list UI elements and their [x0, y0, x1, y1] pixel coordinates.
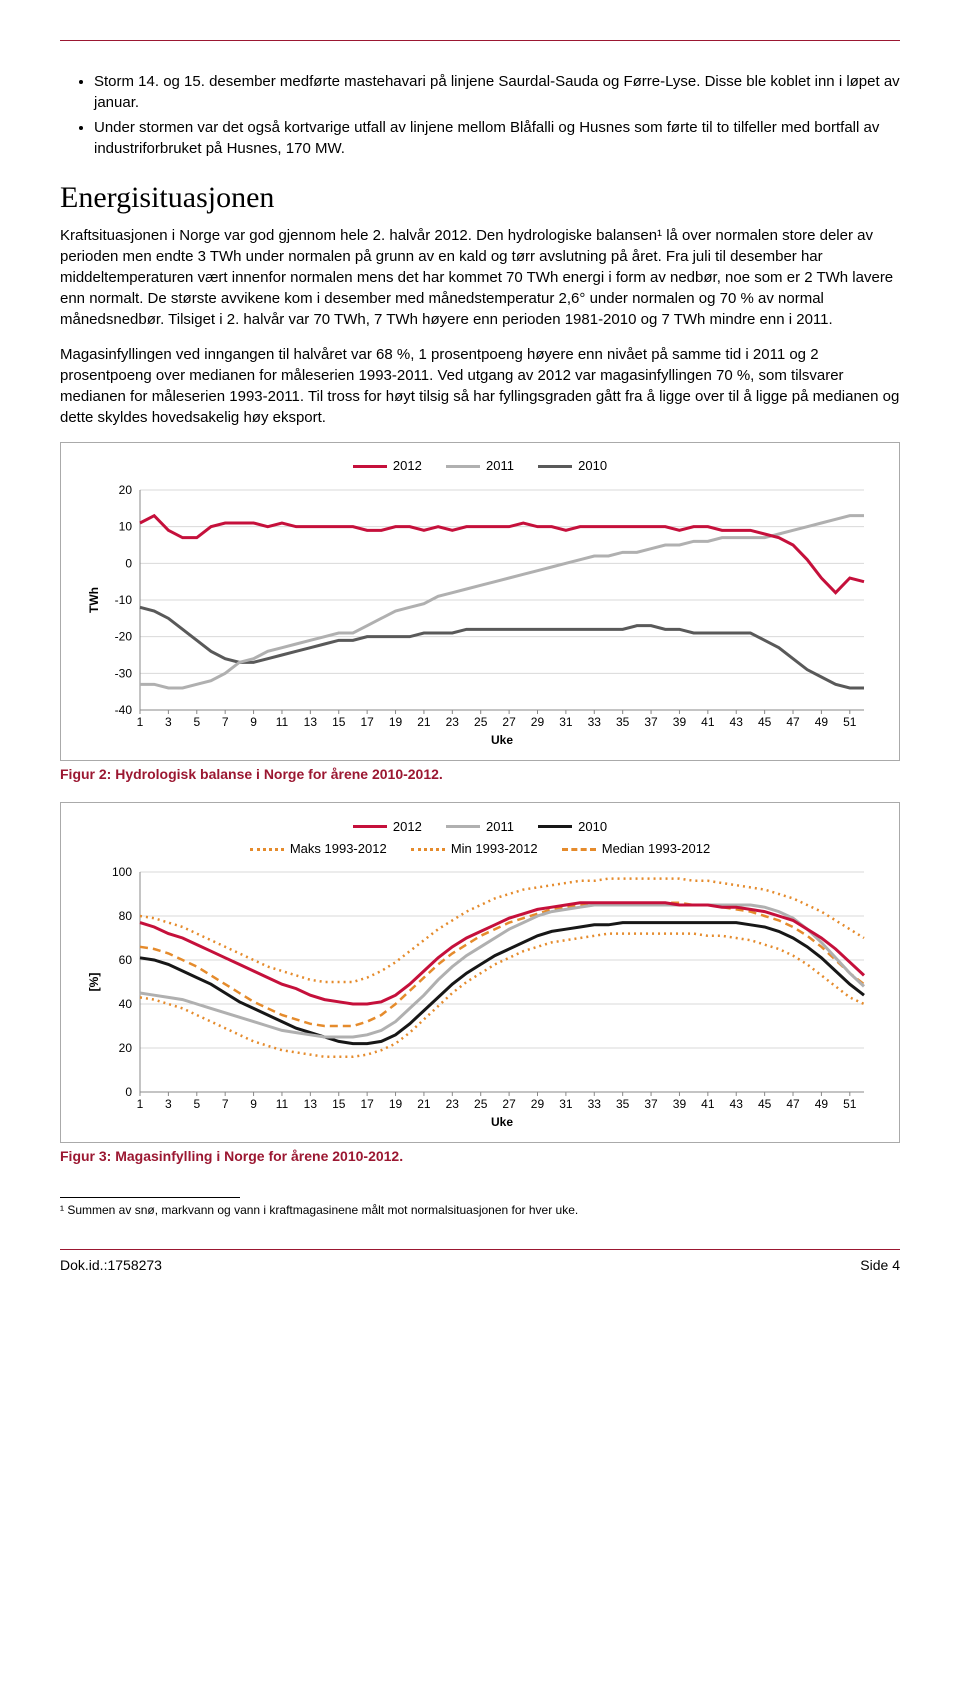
svg-text:7: 7 [222, 715, 229, 729]
svg-text:23: 23 [446, 1097, 460, 1111]
svg-text:-20: -20 [115, 629, 133, 643]
svg-text:80: 80 [119, 909, 133, 923]
svg-text:11: 11 [276, 1097, 289, 1111]
legend-label: Maks 1993-2012 [290, 840, 387, 858]
svg-text:43: 43 [730, 1097, 744, 1111]
footnote: ¹ Summen av snø, markvann og vann i kraf… [60, 1202, 900, 1219]
svg-text:9: 9 [250, 715, 257, 729]
bullet-list: Storm 14. og 15. desember medførte maste… [94, 71, 900, 159]
svg-text:29: 29 [531, 1097, 545, 1111]
header-rule [60, 40, 900, 41]
paragraph: Magasinfyllingen ved inngangen til halvå… [60, 344, 900, 428]
svg-text:25: 25 [474, 1097, 488, 1111]
svg-text:40: 40 [119, 997, 133, 1011]
svg-text:7: 7 [222, 1097, 229, 1111]
svg-text:21: 21 [417, 715, 431, 729]
fig2-caption: Figur 2: Hydrologisk balanse i Norge for… [60, 765, 900, 785]
svg-text:10: 10 [119, 519, 133, 533]
svg-text:35: 35 [616, 715, 630, 729]
bullet-item: Under stormen var det også kortvarige ut… [94, 117, 900, 159]
legend-label: 2011 [486, 818, 514, 836]
svg-text:60: 60 [119, 953, 133, 967]
svg-text:41: 41 [701, 1097, 715, 1111]
fig3-legend: 2012 2011 2010 Maks 1993-2012 Min 1993-2… [69, 813, 891, 858]
legend-label: 2012 [393, 818, 422, 836]
svg-text:49: 49 [815, 1097, 829, 1111]
legend-label: Median 1993-2012 [602, 840, 710, 858]
legend-label: 2010 [578, 457, 607, 475]
svg-text:51: 51 [843, 1097, 857, 1111]
svg-text:13: 13 [304, 715, 318, 729]
svg-text:-10: -10 [115, 593, 133, 607]
legend-label: 2012 [393, 457, 422, 475]
svg-text:1: 1 [137, 715, 144, 729]
svg-text:31: 31 [559, 715, 573, 729]
svg-text:20: 20 [119, 1041, 133, 1055]
svg-text:[%]: [%] [87, 973, 101, 992]
svg-text:17: 17 [360, 715, 374, 729]
svg-text:Uke: Uke [491, 733, 513, 747]
svg-text:100: 100 [112, 865, 132, 879]
doc-id: Dok.id.:1758273 [60, 1256, 162, 1276]
svg-text:11: 11 [276, 715, 289, 729]
svg-text:35: 35 [616, 1097, 630, 1111]
svg-text:0: 0 [125, 556, 132, 570]
footer-rule [60, 1249, 900, 1250]
svg-text:33: 33 [588, 715, 602, 729]
svg-text:27: 27 [502, 715, 516, 729]
svg-text:15: 15 [332, 715, 346, 729]
svg-text:27: 27 [502, 1097, 516, 1111]
svg-text:51: 51 [843, 715, 857, 729]
svg-text:Uke: Uke [491, 1115, 513, 1129]
svg-text:43: 43 [730, 715, 744, 729]
svg-text:13: 13 [304, 1097, 318, 1111]
svg-text:29: 29 [531, 715, 545, 729]
svg-text:9: 9 [250, 1097, 257, 1111]
svg-text:17: 17 [360, 1097, 374, 1111]
legend-label: 2011 [486, 457, 514, 475]
section-heading: Energisituasjonen [60, 177, 900, 219]
paragraph: Kraftsituasjonen i Norge var god gjennom… [60, 225, 900, 330]
svg-text:21: 21 [417, 1097, 431, 1111]
svg-text:23: 23 [446, 715, 460, 729]
svg-text:5: 5 [193, 1097, 200, 1111]
svg-text:0: 0 [125, 1085, 132, 1099]
svg-text:3: 3 [165, 715, 172, 729]
fig2-container: 2012 2011 2010 -40-30-20-100102013579111… [60, 442, 900, 761]
bullet-item: Storm 14. og 15. desember medførte maste… [94, 71, 900, 113]
svg-text:39: 39 [673, 1097, 687, 1111]
svg-text:33: 33 [588, 1097, 602, 1111]
svg-text:TWh: TWh [87, 587, 101, 613]
svg-text:15: 15 [332, 1097, 346, 1111]
svg-text:-40: -40 [115, 703, 133, 717]
footnote-rule [60, 1197, 240, 1198]
svg-text:25: 25 [474, 715, 488, 729]
svg-text:20: 20 [119, 483, 133, 497]
svg-text:3: 3 [165, 1097, 172, 1111]
svg-text:31: 31 [559, 1097, 573, 1111]
svg-text:-30: -30 [115, 666, 133, 680]
svg-text:47: 47 [786, 1097, 800, 1111]
fig3-caption: Figur 3: Magasinfylling i Norge for åren… [60, 1147, 900, 1167]
fig2-legend: 2012 2011 2010 [69, 453, 891, 476]
svg-text:39: 39 [673, 715, 687, 729]
svg-text:45: 45 [758, 1097, 772, 1111]
svg-text:45: 45 [758, 715, 772, 729]
fig2-chart: -40-30-20-100102013579111315171921232527… [80, 480, 880, 750]
svg-text:49: 49 [815, 715, 829, 729]
svg-text:41: 41 [701, 715, 715, 729]
svg-text:47: 47 [786, 715, 800, 729]
svg-text:5: 5 [193, 715, 200, 729]
svg-text:37: 37 [644, 1097, 658, 1111]
page-number: Side 4 [860, 1256, 900, 1276]
svg-text:1: 1 [137, 1097, 144, 1111]
svg-text:19: 19 [389, 715, 403, 729]
fig3-chart: 0204060801001357911131517192123252729313… [80, 862, 880, 1132]
svg-text:37: 37 [644, 715, 658, 729]
svg-text:19: 19 [389, 1097, 403, 1111]
fig3-container: 2012 2011 2010 Maks 1993-2012 Min 1993-2… [60, 802, 900, 1143]
legend-label: 2010 [578, 818, 607, 836]
legend-label: Min 1993-2012 [451, 840, 538, 858]
